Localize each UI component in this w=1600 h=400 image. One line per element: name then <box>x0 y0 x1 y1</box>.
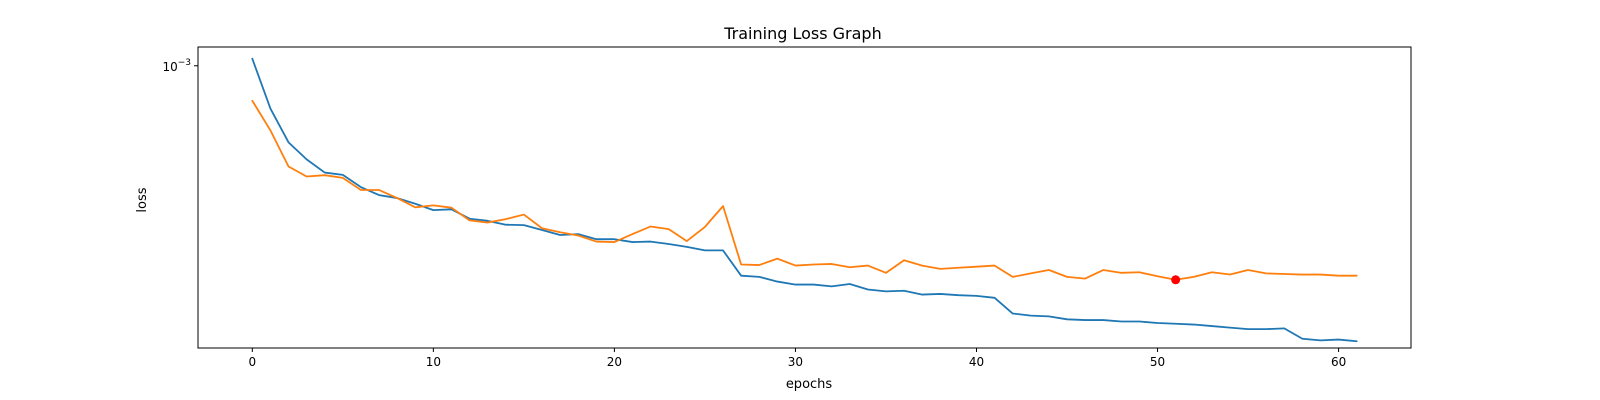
x-tick-label: 40 <box>969 355 984 369</box>
series-line-1 <box>251 57 1358 343</box>
x-tick-label: 50 <box>1150 355 1165 369</box>
highlight-point <box>1171 275 1181 285</box>
x-tick-label: 30 <box>788 355 803 369</box>
x-tick-label: 60 <box>1331 355 1346 369</box>
chart-title: Training Loss Graph <box>723 24 881 43</box>
y-tick-label: 10−3 <box>162 58 191 74</box>
plot-frame <box>197 46 1412 349</box>
x-tick-label: 20 <box>607 355 622 369</box>
x-axis-ticks: 0 10 20 30 40 50 60 <box>248 348 1346 369</box>
plot-markers <box>1171 275 1181 285</box>
y-axis-label: loss <box>135 187 150 212</box>
y-axis-ticks: 10−3 <box>162 58 198 74</box>
x-tick-label: 0 <box>248 355 256 369</box>
x-axis-label: epochs <box>786 377 833 392</box>
x-tick-label: 10 <box>426 355 441 369</box>
